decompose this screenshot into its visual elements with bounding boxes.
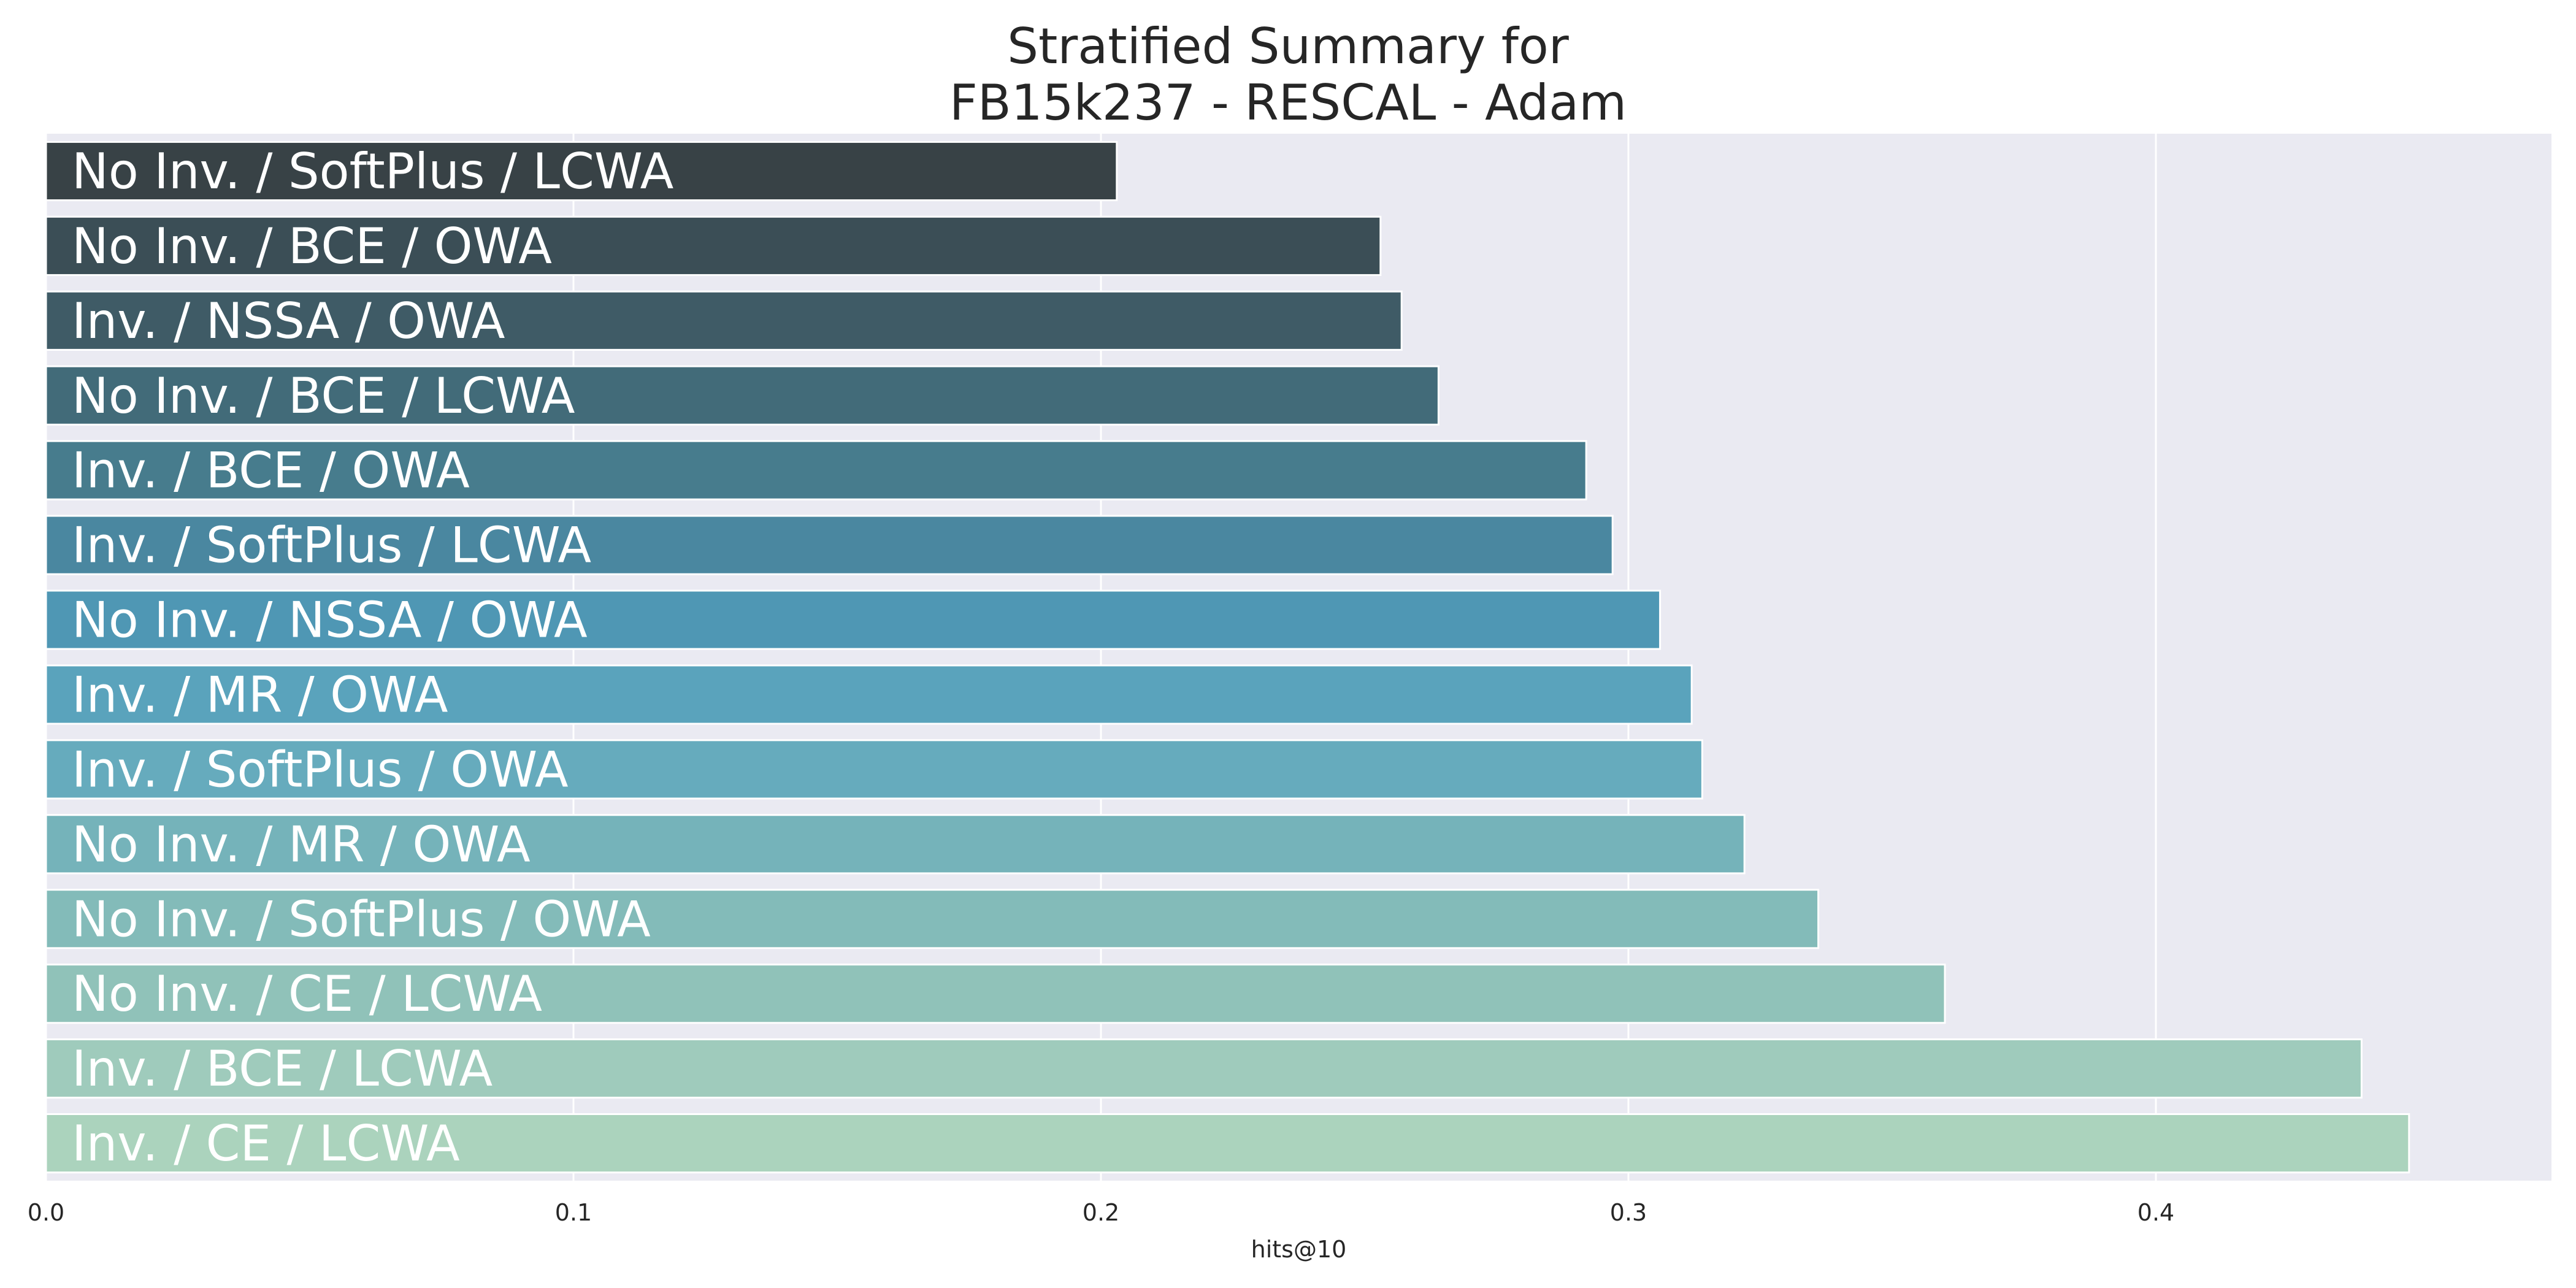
x-tick-label: 0.3	[1610, 1199, 1647, 1226]
chart-title: Stratified Summary for FB15k237 - RESCAL…	[0, 18, 2576, 131]
bar-label: No Inv. / SoftPlus / OWA	[72, 891, 651, 948]
chart-title-line-1: Stratified Summary for	[1007, 18, 1569, 75]
bar-label: No Inv. / BCE / OWA	[72, 218, 552, 275]
bar	[45, 365, 1439, 426]
bar-label: Inv. / SoftPlus / OWA	[72, 741, 569, 798]
bar-label: No Inv. / NSSA / OWA	[72, 592, 588, 649]
bar-label: Inv. / CE / LCWA	[72, 1115, 460, 1172]
chart-title-line-2: FB15k237 - RESCAL - Adam	[949, 74, 1627, 131]
bar	[45, 739, 1703, 800]
bar-label: No Inv. / MR / OWA	[72, 816, 531, 873]
bar-label: Inv. / BCE / OWA	[72, 442, 470, 499]
bar	[45, 1038, 2363, 1099]
bar	[45, 964, 1946, 1024]
bar-labels: No Inv. / SoftPlus / LCWA No Inv. / BCE /…	[72, 143, 674, 1172]
bar-label: Inv. / BCE / LCWA	[72, 1040, 493, 1097]
bar-label: Inv. / SoftPlus / LCWA	[72, 517, 591, 574]
bar	[45, 814, 1746, 875]
bar	[45, 515, 1614, 575]
x-tick-label: 0.0	[28, 1199, 64, 1226]
x-tick-label: 0.4	[2137, 1199, 2174, 1226]
bar-label: Inv. / NSSA / OWA	[72, 293, 505, 350]
bar	[45, 889, 1820, 949]
bar	[45, 140, 1118, 202]
bar-label: No Inv. / CE / LCWA	[72, 965, 542, 1022]
bar	[45, 1113, 2410, 1174]
bar	[45, 290, 1403, 351]
bar	[45, 664, 1693, 725]
bars	[45, 140, 2410, 1174]
bar-label: Inv. / MR / OWA	[72, 666, 448, 723]
bar	[45, 215, 1382, 276]
bar-label: No Inv. / BCE / LCWA	[72, 367, 575, 424]
bar-label: No Inv. / SoftPlus / LCWA	[72, 143, 674, 200]
bar	[45, 589, 1662, 650]
x-tick-label: 0.2	[1083, 1199, 1119, 1226]
x-axis-ticks: 0.0 0.1 0.2 0.3 0.4	[28, 1199, 2174, 1226]
x-axis-label: hits@10	[1251, 1236, 1347, 1263]
bar	[45, 440, 1587, 500]
x-tick-label: 0.1	[555, 1199, 592, 1226]
